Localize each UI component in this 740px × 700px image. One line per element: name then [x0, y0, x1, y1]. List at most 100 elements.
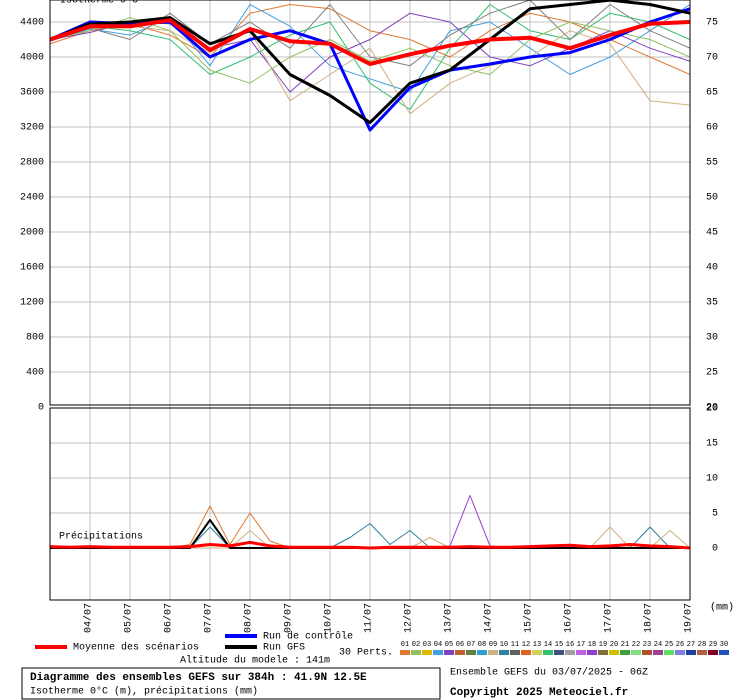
x-tick-label: 07/07	[203, 603, 215, 633]
legend-label: 03	[423, 641, 431, 649]
legend-swatch	[422, 650, 432, 655]
y2-tick-label: 30	[706, 333, 718, 344]
legend-swatch	[521, 650, 531, 655]
x-tick-label: 12/07	[403, 603, 415, 633]
legend-swatch	[686, 650, 696, 655]
legend-label: 09	[489, 641, 497, 649]
legend-swatch	[620, 650, 630, 655]
legend-label: 16	[566, 641, 574, 649]
legend-swatch	[697, 650, 707, 655]
legend-swatch	[499, 650, 509, 655]
legend-swatch	[653, 650, 663, 655]
x-tick-label: 06/07	[163, 603, 175, 633]
y-tick-label: 4000	[20, 53, 44, 64]
legend-label: 25	[665, 641, 673, 649]
legend-label: 12	[522, 641, 530, 649]
series-line	[50, 4, 690, 110]
legend-swatch	[477, 650, 487, 655]
y2-tick-label: 0	[712, 544, 718, 555]
x-tick-label: 04/07	[83, 603, 95, 633]
legend-label: 06	[456, 641, 464, 649]
legend-swatch	[675, 650, 685, 655]
legend-swatch	[631, 650, 641, 655]
y2-tick-label: 75	[706, 18, 718, 29]
y-tick-label: 1200	[20, 298, 44, 309]
y-tick-label: 2800	[20, 158, 44, 169]
legend-label: 26	[676, 641, 684, 649]
legend-label: 01	[401, 641, 409, 649]
y-tick-label: 2000	[20, 228, 44, 239]
legend-swatch	[444, 650, 454, 655]
legend-swatch	[576, 650, 586, 655]
legend-label: 02	[412, 641, 420, 649]
x-tick-label: 19/07	[683, 603, 695, 633]
legend-label: 18	[588, 641, 596, 649]
y-tick-label: 4400	[20, 18, 44, 29]
legend-swatch	[532, 650, 542, 655]
x-tick-label: 18/07	[643, 603, 655, 633]
y2-tick-label: 70	[706, 53, 718, 64]
y2-tick-label: 35	[706, 298, 718, 309]
x-tick-label: 08/07	[243, 603, 255, 633]
footer-title: Diagramme des ensembles GEFS sur 384h : …	[30, 672, 367, 684]
y2-tick-label: 10	[706, 474, 718, 485]
y2-tick-label: 65	[706, 88, 718, 99]
chart-title: Isotherme 0°C	[60, 0, 138, 7]
legend-label: 27	[687, 641, 695, 649]
series-line	[50, 0, 690, 125]
legend-swatch	[609, 650, 619, 655]
y2-tick-label: 5	[712, 509, 718, 520]
legend-label: 13	[533, 641, 541, 649]
y2-tick-label: 25	[706, 368, 718, 379]
footer-subtitle: Isotherme 0°C (m), précipitations (mm)	[30, 686, 258, 698]
y-tick-label: 3200	[20, 123, 44, 134]
chart-title: Précipitations	[59, 531, 143, 543]
legend-label: Run de contrôle	[263, 631, 353, 643]
y2-tick-label: 20	[706, 403, 718, 414]
legend-label: 17	[577, 641, 585, 649]
x-tick-label: 05/07	[123, 603, 135, 633]
legend-swatch	[510, 650, 520, 655]
legend-label: 04	[434, 641, 442, 649]
y-tick-label: 0	[38, 403, 44, 414]
legend-swatch	[466, 650, 476, 655]
series-line	[50, 540, 690, 550]
legend-label: Run GFS	[263, 643, 305, 654]
y2-tick-label: 15	[706, 439, 718, 450]
altitude: Altitude du modele : 141m	[180, 655, 330, 667]
legend-label: 29	[709, 641, 717, 649]
y-tick-label: 400	[26, 368, 44, 379]
legend-swatch	[565, 650, 575, 655]
legend-label: 11	[511, 641, 519, 649]
legend-swatch	[400, 650, 410, 655]
y2-tick-label: 50	[706, 193, 718, 204]
x-tick-label: 11/07	[363, 603, 375, 633]
y2-tick-label: 40	[706, 263, 718, 274]
legend-swatch	[719, 650, 729, 655]
legend-swatch	[433, 650, 443, 655]
legend-label: 24	[654, 641, 662, 649]
legend-label: 28	[698, 641, 706, 649]
plot-frame	[49, 407, 691, 601]
series-line	[50, 17, 690, 84]
legend-label: Moyenne des scénarios	[73, 642, 199, 654]
footer-run: Ensemble GEFS du 03/07/2025 - 06Z	[450, 667, 648, 679]
legend-label: 30	[720, 641, 728, 649]
footer-copyright: Copyright 2025 Meteociel.fr	[450, 687, 628, 699]
legend-swatch	[598, 650, 608, 655]
plot-frame	[49, 0, 691, 406]
legend-label: 07	[467, 641, 475, 649]
legend-swatch	[664, 650, 674, 655]
legend-label: 22	[632, 641, 640, 649]
legend-swatch	[642, 650, 652, 655]
legend-swatch	[455, 650, 465, 655]
top-series	[50, 0, 690, 132]
y-tick-label: 2400	[20, 193, 44, 204]
legend-swatch	[411, 650, 421, 655]
y-tick-label: 1600	[20, 263, 44, 274]
legend-label: 23	[643, 641, 651, 649]
y-tick-label: 800	[26, 333, 44, 344]
legend-swatch	[554, 650, 564, 655]
legend-swatch	[488, 650, 498, 655]
